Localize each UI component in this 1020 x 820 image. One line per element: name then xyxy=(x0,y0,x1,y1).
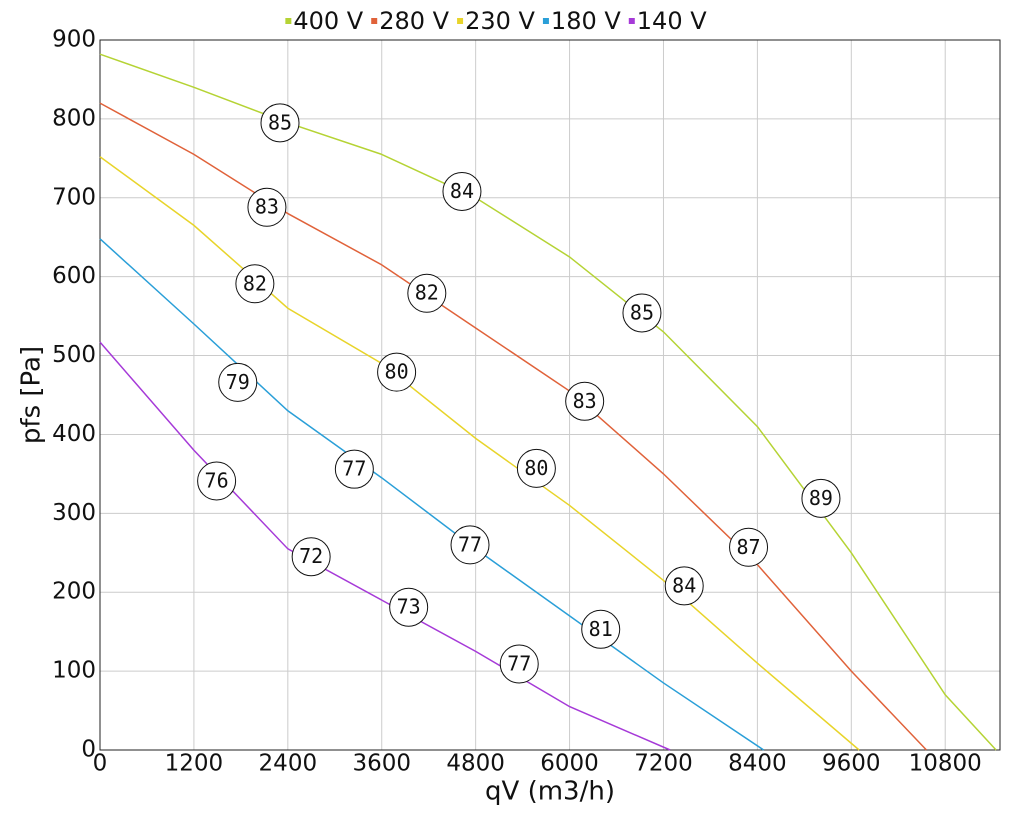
legend-swatch xyxy=(371,18,378,24)
x-tick-label: 3600 xyxy=(352,751,411,777)
series-line xyxy=(99,156,860,751)
x-tick-label: 10800 xyxy=(909,751,982,777)
annotation-label: 77 xyxy=(458,532,482,556)
y-axis-label: pfs [Pa] xyxy=(17,346,47,444)
x-tick-label: 6000 xyxy=(540,751,599,777)
annotation-label: 89 xyxy=(809,486,833,510)
x-tick-label: 8400 xyxy=(728,751,787,777)
annotation-circle xyxy=(260,103,300,143)
series-line xyxy=(99,238,765,751)
annotation-circle xyxy=(801,478,841,518)
annotation-circle xyxy=(235,264,275,304)
annotation-label: 85 xyxy=(630,300,654,324)
annotation-label: 81 xyxy=(589,617,613,641)
annotation-circle xyxy=(218,362,258,402)
annotation-circle xyxy=(247,187,287,227)
x-tick-label: 4800 xyxy=(446,751,505,777)
annotation-label: 80 xyxy=(385,360,409,384)
plot-frame xyxy=(99,39,1001,751)
annotation-circle xyxy=(389,587,429,627)
y-tick-label: 500 xyxy=(52,342,96,368)
annotation-circle xyxy=(516,448,556,488)
annotation-circle xyxy=(729,527,769,567)
x-tick-label: 0 xyxy=(93,751,108,777)
annotation-label: 73 xyxy=(397,595,421,619)
legend-label: 180 V xyxy=(551,7,621,35)
x-tick-label: 2400 xyxy=(259,751,318,777)
y-tick-label: 800 xyxy=(52,105,96,131)
y-tick-label: 200 xyxy=(52,579,96,605)
annotation-label: 85 xyxy=(268,110,292,134)
legend-label: 230 V xyxy=(465,7,535,35)
annotation-label: 77 xyxy=(507,652,531,676)
legend-swatch xyxy=(457,18,464,24)
annotation-label: 80 xyxy=(524,456,548,480)
annotation-label: 76 xyxy=(205,468,229,492)
x-tick-label: 9600 xyxy=(822,751,881,777)
y-tick-label: 900 xyxy=(52,27,96,53)
annotation-circle xyxy=(334,449,374,489)
y-tick-label: 0 xyxy=(81,737,96,763)
annotation-label: 77 xyxy=(342,457,366,481)
annotation-circle xyxy=(291,537,331,577)
series-line xyxy=(99,102,927,751)
x-tick-label: 7200 xyxy=(634,751,693,777)
legend-swatch xyxy=(285,18,292,24)
legend-label: 400 V xyxy=(293,7,363,35)
legend: 400 V 280 V 230 V 180 V 140 V xyxy=(285,7,707,35)
annotation-circle xyxy=(565,381,605,421)
legend-swatch xyxy=(542,18,549,24)
annotation-circle xyxy=(499,644,539,684)
annotation-label: 83 xyxy=(255,195,279,219)
y-tick-label: 600 xyxy=(52,263,96,289)
y-tick-label: 100 xyxy=(52,658,96,684)
annotation-label: 84 xyxy=(672,573,696,597)
annotation-circle xyxy=(197,461,237,501)
annotation-circle xyxy=(664,566,704,606)
series-line xyxy=(99,341,671,751)
annotation-label: 82 xyxy=(243,271,267,295)
annotation-circle xyxy=(581,609,621,649)
y-tick-label: 700 xyxy=(52,184,96,210)
annotation-label: 83 xyxy=(573,389,597,413)
legend-swatch xyxy=(628,18,635,24)
legend-label: 280 V xyxy=(379,7,449,35)
x-tick-label: 1200 xyxy=(165,751,224,777)
legend-label: 140 V xyxy=(637,7,707,35)
annotation-circle xyxy=(622,293,662,333)
annotation-circle xyxy=(377,352,417,392)
annotation-circle xyxy=(407,273,447,313)
series-line xyxy=(99,53,997,751)
annotation-label: 79 xyxy=(226,370,250,394)
annotation-circle xyxy=(450,525,490,565)
x-axis-label: qV (m3/h) xyxy=(485,777,615,807)
y-tick-label: 300 xyxy=(52,500,96,526)
annotation-label: 82 xyxy=(415,281,439,305)
annotation-label: 87 xyxy=(737,535,761,559)
annotation-label: 84 xyxy=(450,179,474,203)
annotation-circle xyxy=(442,171,482,211)
annotation-label: 72 xyxy=(299,544,323,568)
y-tick-label: 400 xyxy=(52,421,96,447)
